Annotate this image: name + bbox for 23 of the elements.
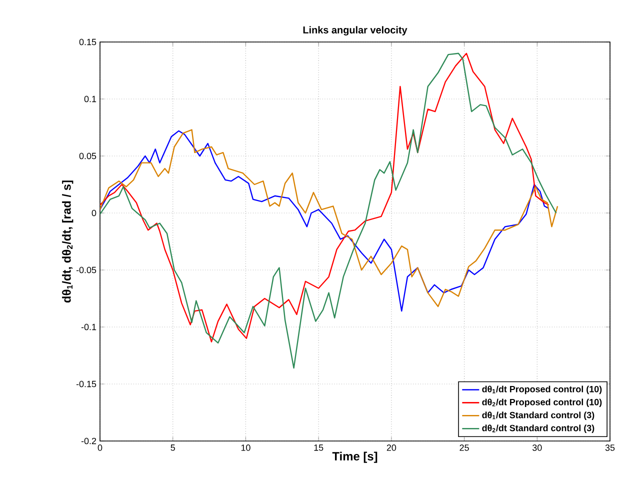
x-axis-title: Time [s]: [332, 452, 378, 463]
y-tick-label: 0.15: [79, 38, 96, 46]
legend-label: dθ$_{2}$/dt Proposed control (10): [482, 398, 602, 408]
legend-label: dθ$_{1}$/dt Proposed control (10): [482, 386, 602, 394]
x-tick-label: 20: [386, 444, 396, 451]
y-tick-label: -0.15: [76, 380, 96, 388]
legend-label: dθ$_{2}$/dt Standard control (3): [482, 424, 594, 433]
x-tick-label: 35: [605, 444, 615, 451]
y-tick-label: 0: [92, 210, 96, 216]
y-tick-label: -0.2: [81, 438, 96, 444]
y-tick-label: 0.05: [79, 152, 96, 160]
x-tick-label: 25: [460, 444, 469, 451]
y-tick-label: 0.1: [84, 96, 96, 102]
y-tick-label: -0.05: [76, 266, 96, 274]
x-tick-label: 15: [314, 444, 324, 451]
x-tick-label: 30: [532, 444, 542, 451]
chart-title: Links angular velocity: [303, 26, 408, 36]
x-tick-label: 5: [170, 444, 175, 451]
y-tick-label: -0.1: [81, 324, 96, 330]
x-tick-label: 0: [98, 444, 102, 451]
x-tick-label: 10: [241, 444, 250, 451]
y-axis-title: dθ$_{1}$/dt, dθ$_{2}$/dt, [rad / s]: [62, 180, 74, 303]
legend-label: dθ$_{1}$/dt Standard control (3): [482, 412, 594, 420]
